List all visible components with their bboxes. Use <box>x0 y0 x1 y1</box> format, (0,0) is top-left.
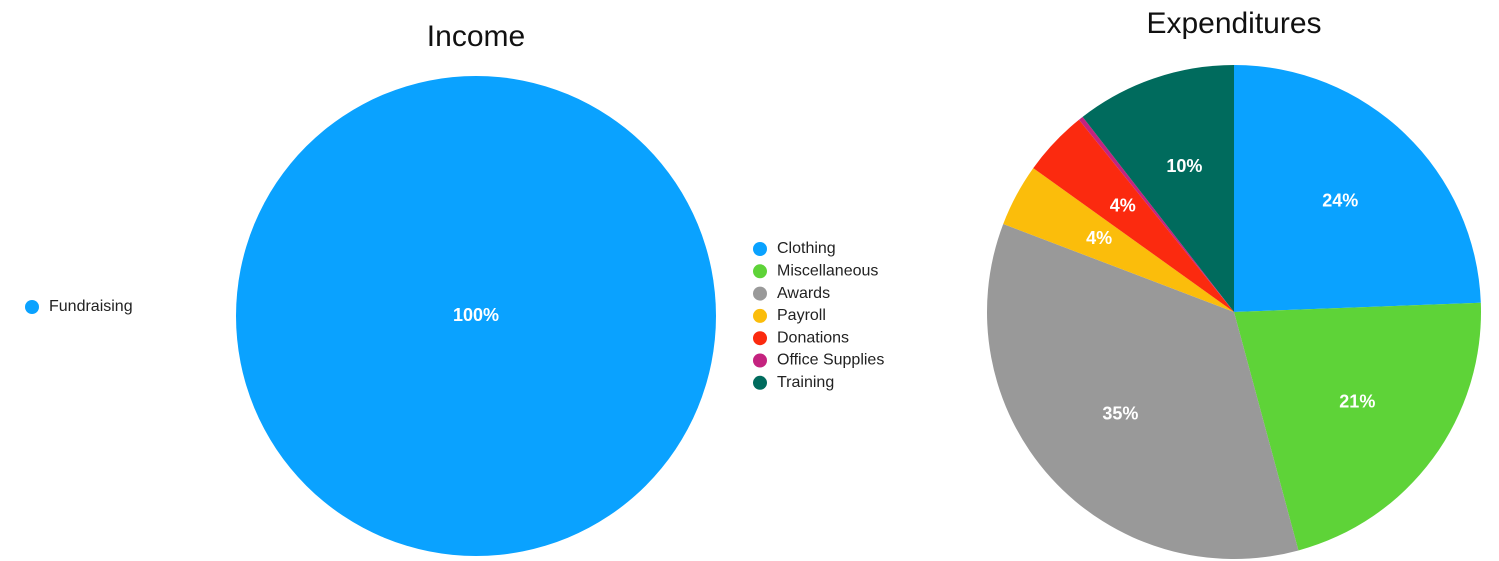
pie-slice <box>1033 119 1234 312</box>
legend-label: Awards <box>777 285 830 302</box>
legend-swatch <box>753 331 767 346</box>
legend-label: Clothing <box>777 240 836 257</box>
legend-label: Miscellaneous <box>777 263 878 280</box>
chart-title: Expenditures <box>1146 7 1321 40</box>
data-label: 24% <box>1322 190 1358 210</box>
data-label: 21% <box>1339 392 1375 412</box>
chart-title: Income <box>427 20 525 53</box>
pie-slice <box>1082 65 1234 312</box>
pie-slice <box>1234 65 1481 312</box>
legend-swatch <box>753 353 767 368</box>
pie-slice <box>987 223 1299 560</box>
legend-swatch <box>753 375 767 390</box>
data-label: 4% <box>1086 228 1112 248</box>
legend-label: Payroll <box>777 307 826 324</box>
data-label: 100% <box>453 305 499 325</box>
legend-label: Training <box>777 374 834 391</box>
legend-swatch <box>753 308 767 323</box>
legend-label: Donations <box>777 329 849 346</box>
legend-swatch <box>753 286 767 301</box>
legend-swatch <box>753 264 767 279</box>
data-label: 35% <box>1102 403 1138 423</box>
legend-label: Fundraising <box>49 298 133 315</box>
pie-slice <box>236 76 716 556</box>
data-label: 4% <box>1110 196 1136 216</box>
legend-swatch <box>753 242 767 256</box>
pie-slice <box>1234 302 1481 551</box>
legend-swatch <box>25 300 39 314</box>
legend-label: Office Supplies <box>777 352 884 369</box>
pie-slice <box>1003 168 1234 312</box>
data-label: 10% <box>1166 156 1202 176</box>
pie-slice <box>1078 116 1234 312</box>
